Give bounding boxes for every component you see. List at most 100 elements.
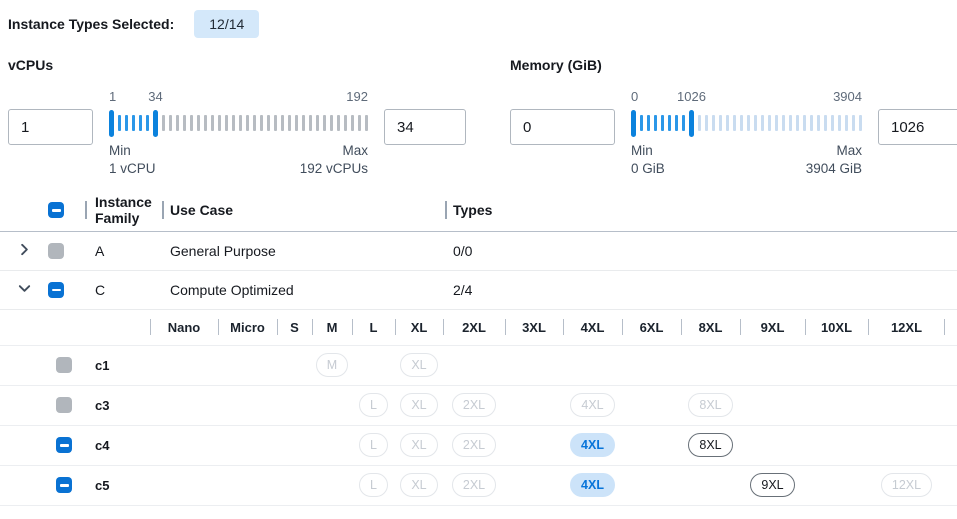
slider-tick — [845, 115, 848, 131]
chevron-down-icon — [17, 281, 32, 299]
instance-c4-checkbox[interactable] — [56, 437, 72, 454]
instance-c5-checkbox[interactable] — [56, 477, 72, 494]
slider-tick — [204, 115, 207, 131]
type-pill-c5-12xl: 12XL — [880, 473, 933, 498]
family-types-count: 0/0 — [453, 242, 473, 259]
vcpus-max-input[interactable] — [384, 109, 466, 145]
memory-min-label: Min — [631, 143, 653, 158]
family-use-case: Compute Optimized — [170, 281, 294, 298]
slider-tick — [775, 115, 778, 131]
instance-name: c1 — [95, 357, 110, 373]
size-column-header-xl: XL — [395, 310, 443, 345]
type-pill-c4-8xl[interactable]: 8XL — [688, 433, 733, 458]
slider-tick — [859, 115, 862, 131]
family-c-checkbox[interactable] — [48, 281, 64, 298]
type-pill-c4-l: L — [359, 433, 388, 458]
vcpus-scale-current: 34 — [148, 89, 163, 104]
slider-tick — [782, 115, 785, 131]
indeterminate-minus-icon — [59, 484, 69, 487]
expand-toggle-a[interactable] — [0, 242, 48, 260]
slider-tick — [132, 115, 135, 131]
memory-max-input[interactable] — [878, 109, 957, 145]
slider-tick — [668, 115, 671, 131]
family-types-count: 2/4 — [453, 281, 473, 298]
type-pill-c3-l: L — [359, 393, 388, 418]
slider-tick — [675, 115, 678, 131]
select-all-checkbox[interactable] — [48, 202, 64, 219]
memory-title: Memory (GiB) — [510, 57, 602, 73]
instance-row-c4: c4 L XL 2XL 4XL 8XL — [0, 426, 957, 466]
vcpus-max-label: Max — [342, 143, 368, 158]
slider-tick — [740, 115, 743, 131]
column-header-instance-family: Instance Family — [95, 193, 152, 227]
slider-tick — [796, 115, 799, 131]
size-column-header-nano: Nano — [150, 310, 218, 345]
slider-tick — [162, 115, 165, 131]
memory-slider-handle-max[interactable] — [689, 109, 694, 137]
slider-tick — [316, 115, 319, 131]
slider-tick — [810, 115, 813, 131]
slider-tick — [323, 115, 326, 131]
chevron-right-icon — [17, 242, 32, 260]
type-pill-c5-2xl: 2XL — [451, 473, 497, 498]
type-pill-c4-4xl[interactable]: 4XL — [570, 433, 615, 458]
vcpus-filter: vCPUs 1 34 192 Min 1 vCPU Max 192 — [8, 57, 466, 178]
type-pill-c5-l: L — [359, 473, 388, 498]
family-use-case: General Purpose — [170, 242, 276, 259]
slider-tick — [218, 115, 221, 131]
slider-tick — [817, 115, 820, 131]
slider-tick — [281, 115, 284, 131]
vcpus-slider-handle-min[interactable] — [109, 109, 114, 137]
type-pill-c3-4xl: 4XL — [570, 393, 615, 418]
slider-tick — [288, 115, 291, 131]
memory-scale-min: 0 — [631, 89, 639, 104]
size-column-header-3xl: 3XL — [505, 310, 563, 345]
type-pill-c4-xl: XL — [400, 433, 438, 458]
column-header-use-case: Use Case — [170, 202, 234, 219]
memory-scale-labels: 0 1026 3904 — [631, 89, 862, 107]
type-pill-c5-4xl[interactable]: 4XL — [570, 473, 615, 498]
type-pill-c3-xl: XL — [400, 393, 438, 418]
size-column-header-6xl: 6XL — [622, 310, 681, 345]
slider-tick — [824, 115, 827, 131]
memory-min-input[interactable] — [510, 109, 615, 145]
slider-tick — [260, 115, 263, 131]
slider-tick — [344, 115, 347, 131]
selection-summary: Instance Types Selected: 12/14 — [8, 9, 957, 39]
slider-tick — [190, 115, 193, 131]
size-header-row: Nano Micro S M L XL 2XL 3XL 4XL 6XL 8XL 9XL 10XL 12XL — [0, 310, 957, 346]
slider-tick — [726, 115, 729, 131]
slider-tick — [176, 115, 179, 131]
type-pill-c1-m: M — [315, 353, 349, 378]
table-header-row: Instance Family Use Case Types — [0, 190, 957, 232]
slider-tick — [640, 115, 643, 131]
vcpus-minmax-labels: Min 1 vCPU Max 192 vCPUs — [109, 142, 368, 178]
type-pill-c3-2xl: 2XL — [451, 393, 497, 418]
vcpus-min-label: Min — [109, 143, 131, 158]
memory-filter: Memory (GiB) 0 1026 3904 Min 0 GiB Max — [510, 57, 957, 178]
vcpus-min-input[interactable] — [8, 109, 93, 145]
slider-tick — [365, 115, 368, 131]
slider-tick — [169, 115, 172, 131]
selection-summary-label: Instance Types Selected: — [8, 16, 175, 32]
memory-min-caption: 0 GiB — [631, 160, 665, 176]
vcpus-min-caption: 1 vCPU — [109, 160, 156, 176]
slider-tick — [232, 115, 235, 131]
type-pill-c4-2xl: 2XL — [451, 433, 497, 458]
type-pill-c5-9xl[interactable]: 9XL — [750, 473, 795, 498]
slider-tick — [225, 115, 228, 131]
slider-tick — [139, 115, 142, 131]
family-a-checkbox — [48, 242, 64, 259]
instance-row-c3: c3 L XL 2XL 4XL 8XL — [0, 386, 957, 426]
family-row-a: A General Purpose 0/0 — [0, 232, 957, 271]
expand-toggle-c[interactable] — [0, 281, 48, 299]
memory-scale-current: 1026 — [677, 89, 706, 104]
slider-tick — [712, 115, 715, 131]
vcpus-slider-handle-max[interactable] — [153, 109, 158, 137]
slider-tick — [647, 115, 650, 131]
slider-tick — [146, 115, 149, 131]
memory-slider-handle-min[interactable] — [631, 109, 636, 137]
memory-slider: 0 1026 3904 Min 0 GiB Max 3904 GiB — [631, 89, 862, 178]
instance-c3-checkbox — [56, 397, 72, 414]
slider-tick — [733, 115, 736, 131]
